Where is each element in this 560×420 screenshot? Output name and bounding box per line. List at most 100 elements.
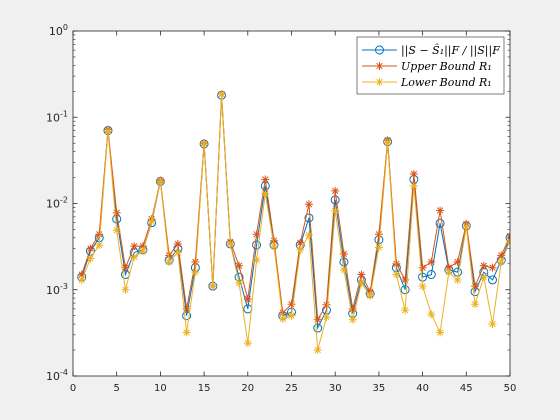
data-point-upper (374, 230, 383, 239)
x-tick-label: 50 (504, 383, 517, 394)
legend-label-error: ||S − Ŝ₁||F / ||S||F (401, 43, 500, 58)
legend-marker-upper (375, 62, 384, 70)
x-tick-label: 30 (329, 383, 342, 394)
data-point-error (252, 240, 262, 250)
data-point-lower (278, 314, 287, 323)
data-point-lower (488, 320, 497, 329)
y-tick-label: 100 (49, 23, 68, 38)
data-point-lower (348, 315, 357, 324)
data-point-error (435, 218, 445, 228)
data-point-upper (235, 261, 244, 270)
data-point-upper (331, 186, 340, 195)
data-point-lower (462, 222, 471, 231)
legend-marker-error (375, 45, 384, 55)
y-tick-label: 10-2 (46, 196, 68, 211)
data-point-upper (296, 238, 305, 247)
series-line-lower (81, 94, 510, 351)
data-point-lower (453, 275, 462, 284)
data-point-lower (357, 278, 366, 287)
data-point-lower (506, 236, 510, 245)
data-point-lower (304, 231, 313, 240)
x-tick-label: 45 (460, 383, 473, 394)
data-point-lower (112, 226, 121, 235)
data-point-lower (77, 275, 86, 284)
data-point-lower (252, 256, 261, 265)
x-tick-label: 40 (416, 383, 429, 394)
data-point-upper (392, 259, 401, 268)
data-point-lower (497, 257, 506, 266)
data-point-lower (339, 265, 348, 274)
data-point-lower (191, 268, 200, 277)
data-point-upper (261, 175, 270, 184)
data-point-lower (270, 242, 279, 251)
data-point-error (400, 285, 410, 295)
data-point-upper (95, 230, 104, 239)
legend-marker-lower (375, 78, 384, 86)
data-point-upper (165, 251, 174, 260)
data-point-upper (418, 263, 427, 272)
data-point-upper (488, 263, 497, 272)
data-point-lower (444, 268, 453, 277)
data-point-lower (226, 239, 235, 248)
data-point-lower (401, 306, 410, 315)
data-point-upper (270, 236, 279, 245)
data-point-error (426, 270, 436, 280)
data-point-lower (296, 245, 305, 254)
data-point-upper (243, 295, 252, 304)
data-point-lower (436, 328, 445, 337)
x-tick-label: 20 (241, 383, 254, 394)
data-point-lower (95, 241, 104, 250)
data-point-upper (130, 242, 139, 251)
data-point-upper (304, 200, 313, 209)
data-point-lower (130, 252, 139, 261)
data-point-error (304, 213, 314, 223)
data-point-lower (366, 291, 375, 300)
data-point-upper (173, 239, 182, 248)
x-tick-label: 10 (154, 383, 167, 394)
data-point-lower (103, 127, 112, 136)
data-point-lower (418, 282, 427, 291)
data-point-lower (479, 273, 488, 282)
data-point-upper (409, 169, 418, 178)
y-tick-label: 10-3 (46, 282, 68, 297)
data-point-lower (86, 254, 95, 263)
data-point-upper (191, 257, 200, 266)
legend-star-upper-glyph (375, 62, 384, 70)
data-point-lower (138, 247, 147, 256)
legend-label-lower: Lower Bound R₁ (400, 76, 492, 89)
data-point-lower (217, 90, 226, 99)
data-point-lower (392, 270, 401, 279)
x-tick-label: 5 (114, 383, 120, 394)
data-point-lower (261, 189, 270, 198)
x-tick-label: 25 (285, 383, 298, 394)
data-point-lower (165, 257, 174, 266)
data-point-upper (112, 208, 121, 217)
data-point-error (313, 323, 323, 333)
legend: ||S − Ŝ₁||F / ||S||F Upper Bound R₁ Lowe… (356, 36, 505, 95)
data-point-lower (121, 285, 130, 294)
data-point-lower (287, 311, 296, 320)
data-point-lower (409, 181, 418, 190)
data-point-upper (322, 300, 331, 309)
data-point-upper (278, 308, 287, 317)
data-point-lower (200, 139, 209, 148)
data-point-upper (86, 244, 95, 253)
data-point-lower (427, 310, 436, 319)
data-point-error (505, 233, 510, 243)
data-point-lower (243, 339, 252, 348)
legend-label-upper: Upper Bound R₁ (401, 60, 492, 73)
series-layer (77, 90, 510, 355)
y-tick-label: 10-4 (46, 368, 68, 383)
x-tick-label: 0 (70, 383, 76, 394)
data-point-upper (252, 230, 261, 239)
data-point-lower (471, 300, 480, 309)
data-point-upper (121, 263, 130, 272)
data-point-upper (427, 257, 436, 266)
data-point-lower (331, 206, 340, 215)
axis-ticks: 0 5 10 15 20 25 30 35 40 45 50 100 10-1 10-2 10-3 10-4 (46, 23, 516, 394)
data-point-lower (322, 313, 331, 322)
data-point-lower (208, 282, 217, 291)
data-point-upper (357, 270, 366, 279)
data-point-upper (479, 261, 488, 270)
